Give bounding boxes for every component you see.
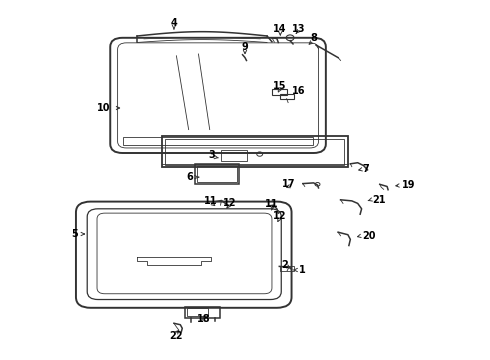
Bar [187, 308, 208, 316]
Bar [280, 94, 294, 99]
Bar [123, 137, 313, 145]
Text: 3: 3 [209, 150, 216, 160]
Text: 14: 14 [272, 24, 286, 34]
Text: 10: 10 [97, 103, 110, 113]
Text: 22: 22 [170, 330, 183, 341]
Text: 12: 12 [272, 211, 286, 221]
Text: 6: 6 [187, 172, 194, 182]
Text: 12: 12 [222, 198, 236, 208]
Text: 19: 19 [402, 180, 416, 190]
Text: 11: 11 [204, 196, 218, 206]
Bar [185, 307, 220, 318]
Text: 21: 21 [372, 195, 386, 205]
Bar [195, 164, 239, 184]
Text: 13: 13 [292, 24, 306, 34]
Bar [220, 150, 247, 161]
Text: 4: 4 [171, 18, 177, 28]
Bar [165, 139, 344, 165]
Text: 11: 11 [265, 199, 279, 210]
Bar [280, 266, 294, 271]
Text: 16: 16 [292, 86, 306, 96]
Text: 17: 17 [282, 179, 296, 189]
Bar [272, 89, 287, 95]
Text: 18: 18 [196, 314, 210, 324]
Text: 9: 9 [242, 42, 248, 52]
Text: 2: 2 [281, 260, 288, 270]
Text: 8: 8 [310, 33, 317, 43]
Text: 15: 15 [272, 81, 286, 91]
Text: 20: 20 [363, 231, 376, 241]
Text: 7: 7 [363, 164, 369, 174]
Text: 5: 5 [72, 229, 78, 239]
Text: 1: 1 [299, 265, 306, 275]
Bar [162, 136, 348, 167]
Bar [197, 166, 237, 182]
